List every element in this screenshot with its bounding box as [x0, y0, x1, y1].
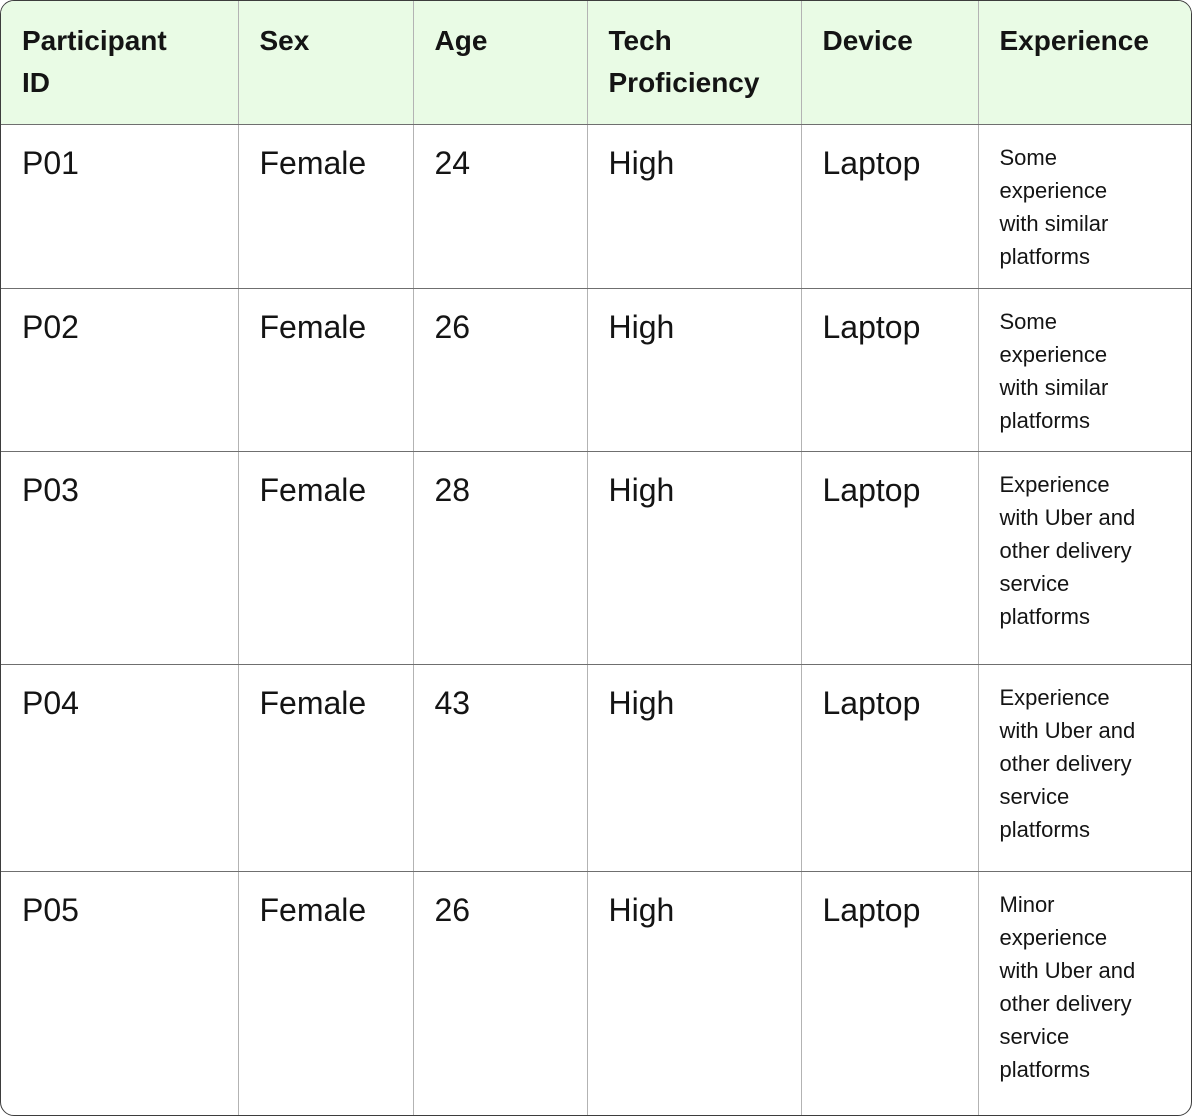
cell-device: Laptop: [801, 124, 979, 289]
cell-age: 26: [413, 288, 588, 452]
table-row: P02 Female 26 High Laptop Some experienc…: [1, 288, 1191, 452]
table-row: P01 Female 24 High Laptop Some experienc…: [1, 124, 1191, 289]
experience-text: Minor experience with Uber and other del…: [999, 891, 1136, 1082]
cell-participant-id: P04: [1, 664, 239, 872]
cell-participant-id: P05: [1, 871, 239, 1115]
cell-age: 24: [413, 124, 588, 289]
experience-text: Some experience with similar platforms: [999, 308, 1109, 433]
cell-device: Laptop: [801, 451, 979, 665]
cell-age: 26: [413, 871, 588, 1115]
cell-age: 43: [413, 664, 588, 872]
header-label: Device: [822, 25, 913, 56]
header-cell-age: Age: [413, 1, 588, 125]
header-label: Tech Proficiency: [608, 25, 760, 98]
cell-device: Laptop: [801, 664, 979, 872]
cell-tech-proficiency: High: [587, 451, 802, 665]
table-row: P04 Female 43 High Laptop Experience wit…: [1, 664, 1191, 872]
cell-device: Laptop: [801, 871, 979, 1115]
cell-experience: Experience with Uber and other delivery …: [978, 451, 1191, 665]
experience-text: Experience with Uber and other delivery …: [999, 684, 1136, 842]
cell-sex: Female: [238, 124, 414, 289]
cell-age: 28: [413, 451, 588, 665]
cell-sex: Female: [238, 871, 414, 1115]
header-label: Sex: [259, 25, 310, 56]
cell-participant-id: P03: [1, 451, 239, 665]
cell-tech-proficiency: High: [587, 871, 802, 1115]
cell-experience: Some experience with similar platforms: [978, 288, 1191, 452]
cell-tech-proficiency: High: [587, 124, 802, 289]
table-row: P03 Female 28 High Laptop Experience wit…: [1, 451, 1191, 665]
cell-sex: Female: [238, 664, 414, 872]
header-cell-tech-proficiency: Tech Proficiency: [587, 1, 802, 125]
cell-experience: Minor experience with Uber and other del…: [978, 871, 1191, 1115]
header-label: Participant ID: [22, 25, 167, 98]
cell-sex: Female: [238, 451, 414, 665]
experience-text: Some experience with similar platforms: [999, 144, 1109, 269]
cell-tech-proficiency: High: [587, 664, 802, 872]
cell-participant-id: P02: [1, 288, 239, 452]
cell-participant-id: P01: [1, 124, 239, 289]
table-row: P05 Female 26 High Laptop Minor experien…: [1, 871, 1191, 1115]
header-cell-sex: Sex: [238, 1, 414, 125]
cell-experience: Experience with Uber and other delivery …: [978, 664, 1191, 872]
table-header-row: Participant ID Sex Age Tech Proficiency …: [1, 1, 1191, 125]
header-cell-participant-id: Participant ID: [1, 1, 239, 125]
header-cell-experience: Experience: [978, 1, 1191, 125]
header-cell-device: Device: [801, 1, 979, 125]
cell-device: Laptop: [801, 288, 979, 452]
cell-sex: Female: [238, 288, 414, 452]
header-label: Experience: [999, 25, 1149, 56]
experience-text: Experience with Uber and other delivery …: [999, 471, 1136, 629]
cell-tech-proficiency: High: [587, 288, 802, 452]
cell-experience: Some experience with similar platforms: [978, 124, 1191, 289]
header-label: Age: [434, 25, 488, 56]
